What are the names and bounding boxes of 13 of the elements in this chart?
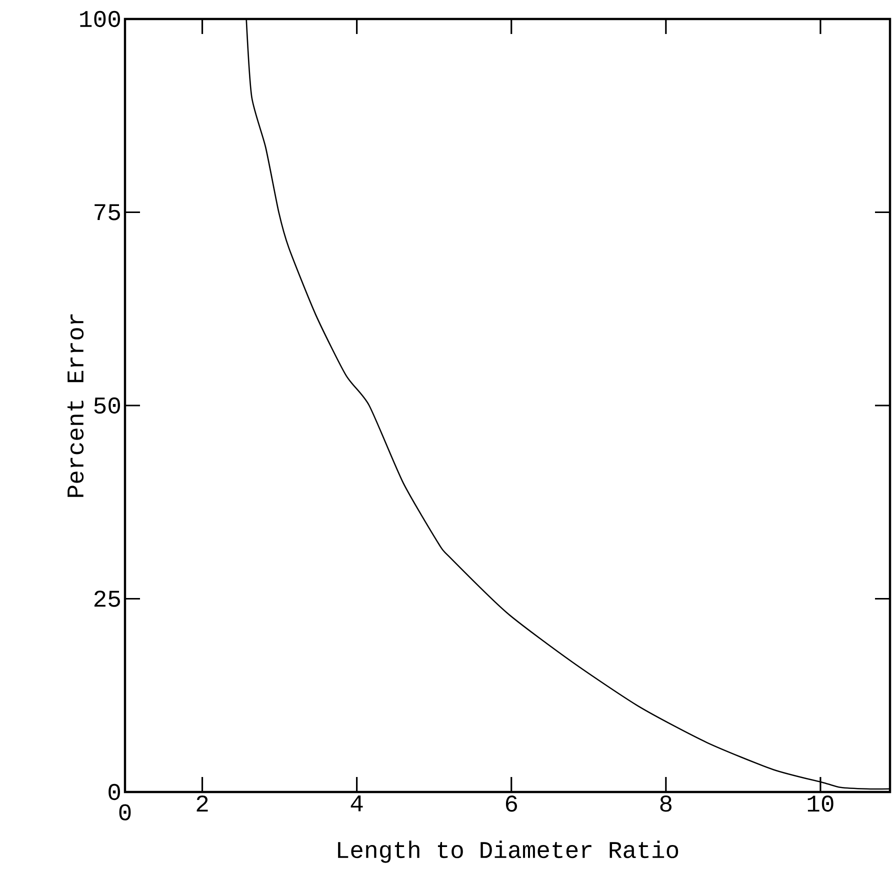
y-tick-label: 50 (94, 397, 120, 414)
x-tick-label: 4 (350, 796, 363, 812)
text: 0 (119, 804, 131, 820)
x-tick-label: 10 (808, 796, 834, 812)
x-axis-title: Length to Diameter Ratio (338, 840, 678, 863)
y-axis-title: Percent Error (67, 314, 84, 497)
x-tick-label: 2 (196, 796, 208, 812)
x-tick-label: 8 (660, 796, 672, 812)
x-tick-label: 6 (506, 796, 517, 812)
y-tick-label: 0 (108, 784, 120, 800)
y-tick-label: 75 (94, 204, 120, 220)
y-tick-label: 100 (80, 10, 120, 28)
y-tick-label: 25 (94, 590, 120, 607)
